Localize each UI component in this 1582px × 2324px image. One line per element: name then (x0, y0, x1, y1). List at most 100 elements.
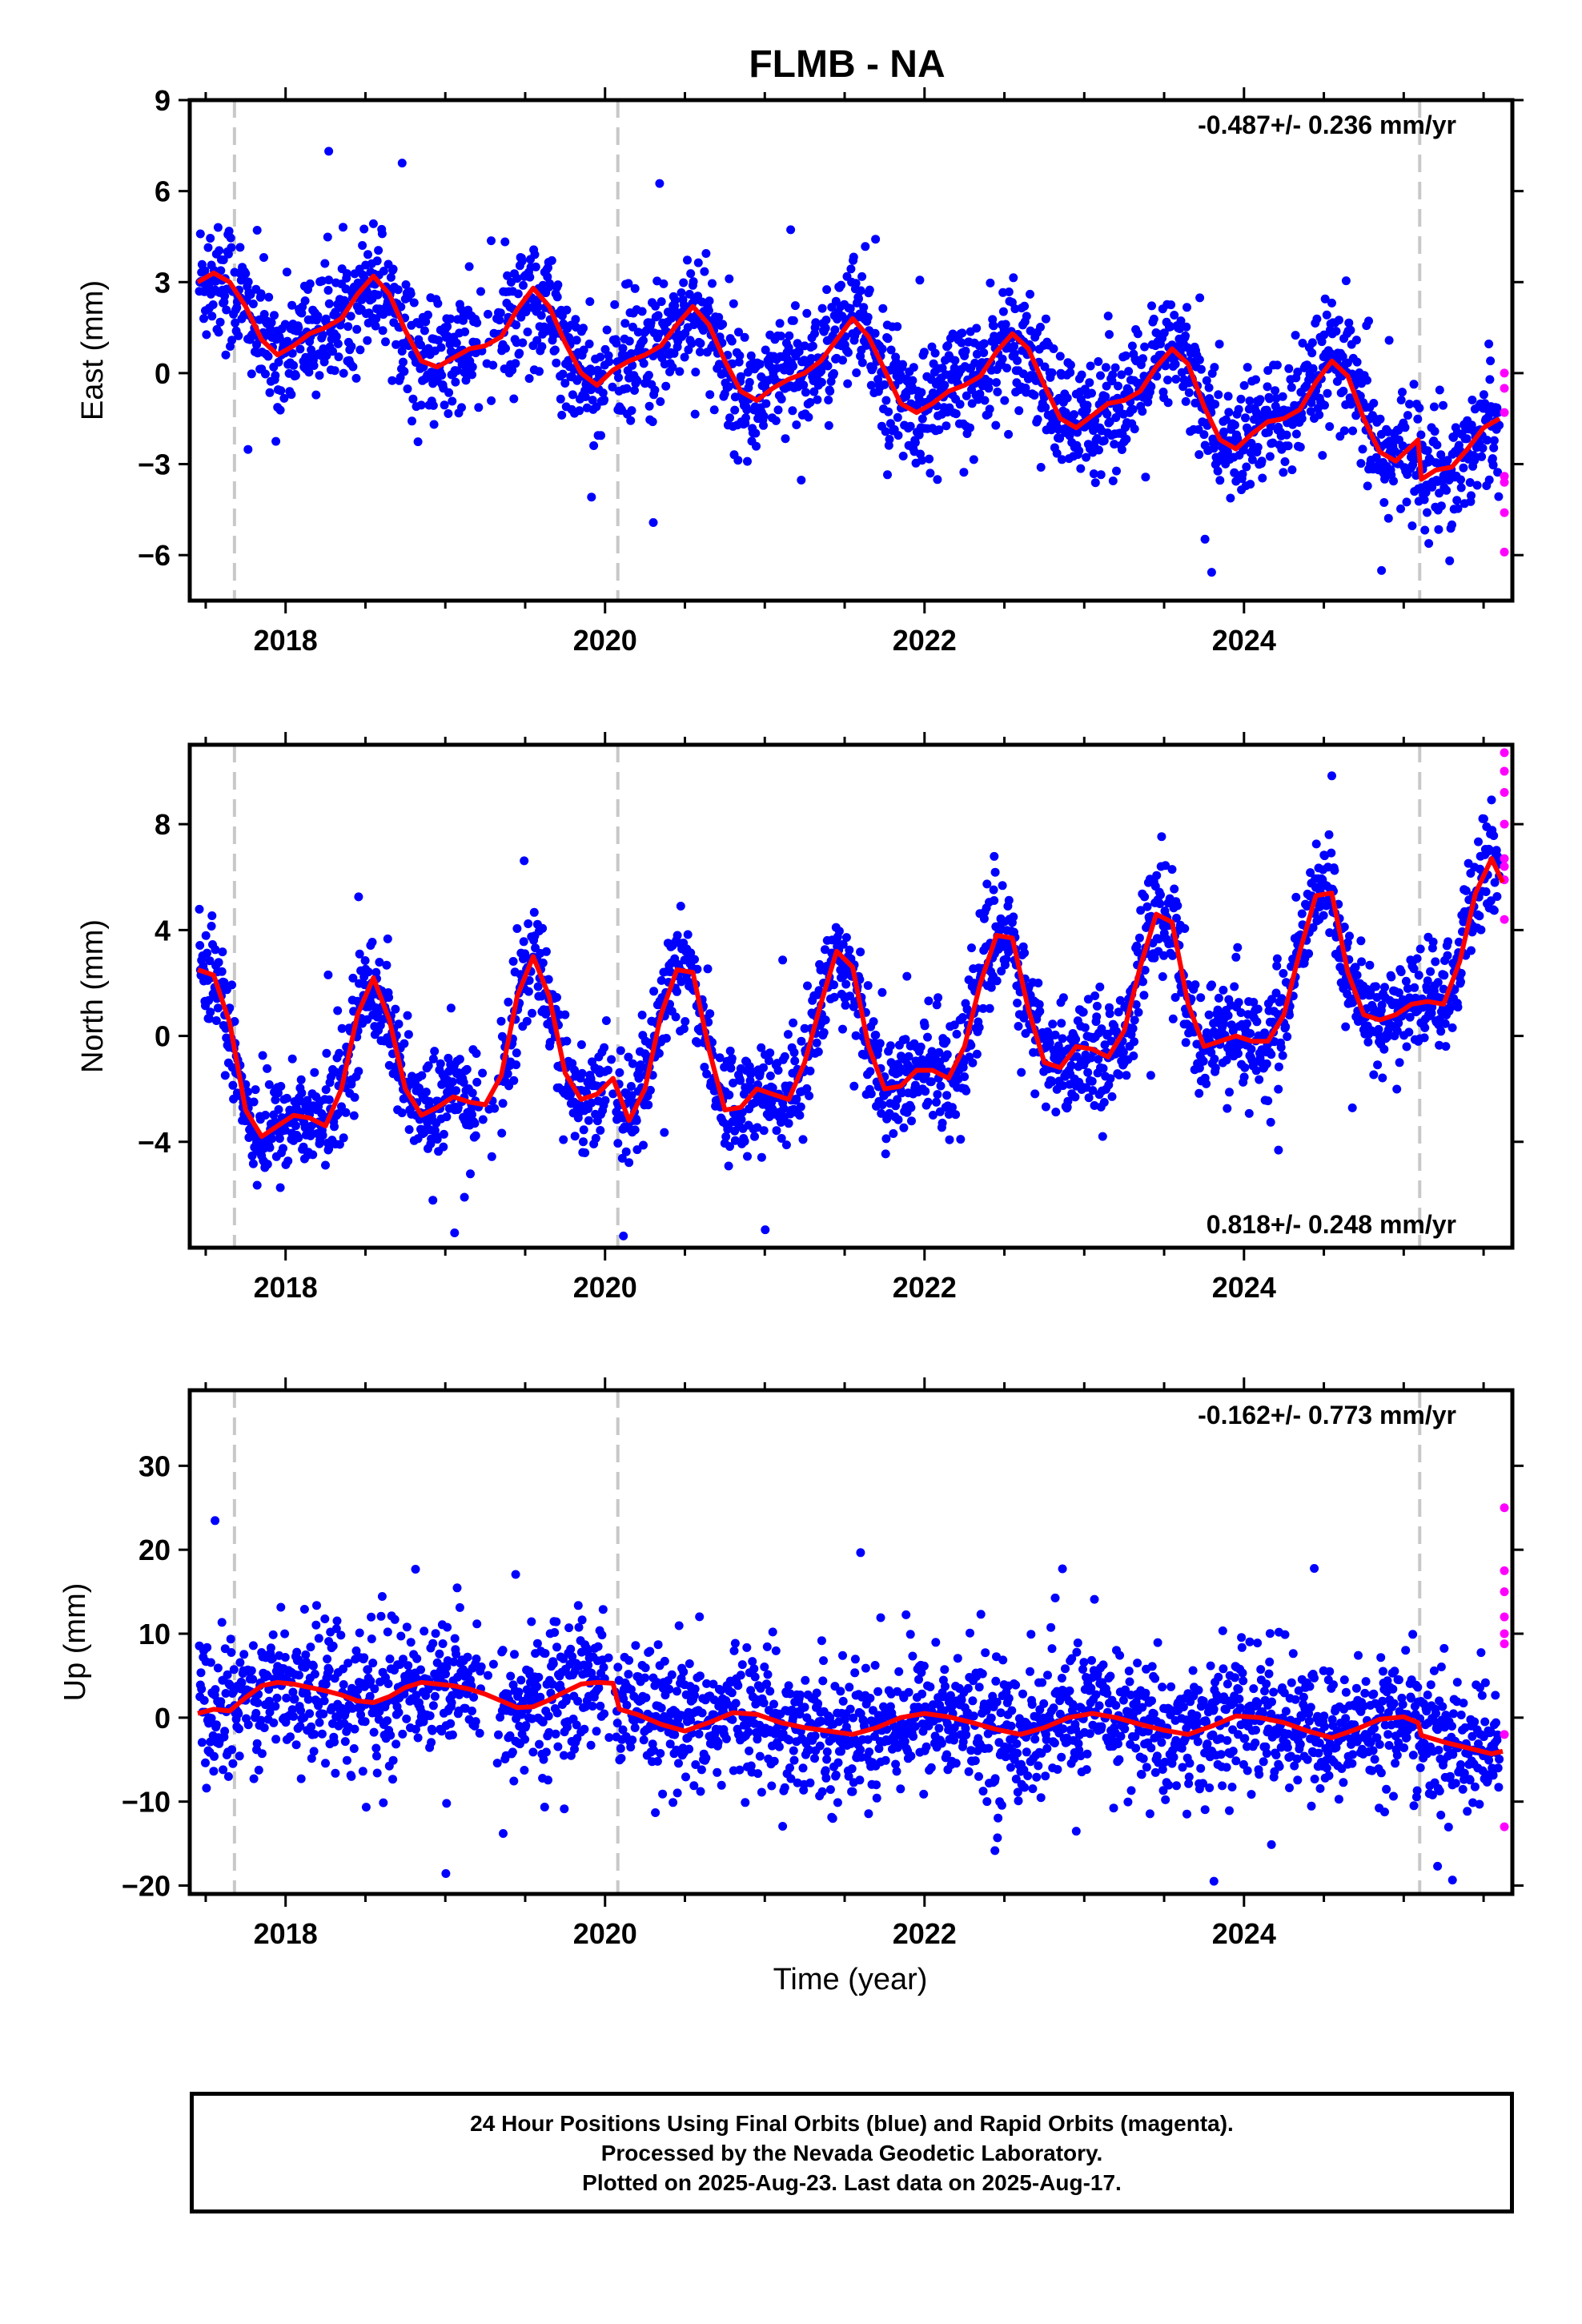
final-orbit-point (1276, 1043, 1286, 1052)
final-orbit-point (906, 1103, 916, 1112)
final-orbit-point (624, 1158, 634, 1168)
final-orbit-outlier (1200, 534, 1210, 544)
final-orbit-point (841, 933, 851, 943)
final-orbit-point (570, 1132, 580, 1141)
final-orbit-point (1436, 501, 1446, 511)
final-orbit-point (1095, 982, 1105, 991)
final-orbit-point (1048, 1019, 1058, 1029)
final-orbit-point (632, 1116, 641, 1125)
final-orbit-point (488, 360, 498, 370)
final-orbit-point (263, 352, 273, 361)
final-orbit-point (1356, 936, 1366, 946)
final-orbit-point (246, 290, 255, 300)
final-orbit-point (1004, 429, 1014, 439)
final-orbit-point (792, 420, 801, 429)
final-orbit-point (530, 250, 540, 259)
final-orbit-point (360, 956, 370, 965)
final-orbit-point (464, 262, 474, 271)
final-orbit-point (227, 980, 237, 990)
final-orbit-point (258, 1051, 267, 1060)
final-orbit-point (379, 267, 388, 275)
final-orbit-outlier (450, 1228, 460, 1237)
final-orbit-point (545, 279, 554, 288)
final-orbit-point (201, 1758, 210, 1767)
final-orbit-point (462, 1064, 472, 1074)
final-orbit-point (287, 390, 296, 400)
final-orbit-point (676, 902, 685, 911)
final-orbit-point (765, 1072, 775, 1080)
final-orbit-point (1127, 341, 1137, 351)
final-orbit-point (775, 319, 785, 328)
final-orbit-point (206, 234, 215, 243)
final-orbit-point (543, 272, 552, 282)
final-orbit-point (1170, 311, 1179, 320)
final-orbit-point (440, 400, 449, 410)
final-orbit-point (199, 1695, 209, 1705)
final-orbit-point (404, 1030, 413, 1039)
final-orbit-point (1282, 430, 1291, 440)
final-orbit-point (584, 340, 594, 348)
final-orbit-point (1030, 391, 1039, 400)
final-orbit-point (1414, 971, 1423, 980)
final-orbit-point (824, 420, 833, 430)
final-orbit-point (318, 331, 327, 340)
final-orbit-point (998, 354, 1007, 364)
final-orbit-point (966, 423, 974, 432)
final-orbit-point (1244, 1108, 1254, 1118)
final-orbit-point (1210, 1054, 1219, 1063)
final-orbit-point (1410, 983, 1419, 992)
final-orbit-point (408, 394, 418, 404)
final-orbit-point (202, 330, 211, 340)
final-orbit-point (1076, 464, 1086, 473)
final-orbit-point (1083, 1068, 1093, 1077)
final-orbit-point (601, 1016, 611, 1025)
final-orbit-point (323, 232, 332, 242)
final-orbit-point (229, 1665, 239, 1675)
final-orbit-point (1105, 1009, 1114, 1019)
final-orbit-point (718, 320, 728, 329)
final-orbit-point (213, 1663, 223, 1673)
final-orbit-point (942, 1091, 952, 1100)
final-orbit-outlier (1195, 293, 1205, 303)
final-orbit-point (1467, 491, 1476, 501)
final-orbit-point (614, 373, 623, 382)
final-orbit-point (1122, 1071, 1131, 1080)
final-orbit-point (1004, 287, 1014, 296)
final-orbit-point (1369, 399, 1379, 408)
final-orbit-point (802, 308, 812, 318)
final-orbit-point (536, 311, 546, 320)
final-orbit-point (1049, 344, 1058, 353)
final-orbit-point (986, 278, 995, 287)
final-orbit-point (1224, 408, 1234, 417)
final-orbit-outlier (761, 1225, 770, 1235)
final-orbit-point (322, 1048, 331, 1058)
final-orbit-point (613, 1139, 623, 1148)
final-orbit-point (496, 1016, 506, 1026)
final-orbit-point (1223, 1104, 1232, 1113)
final-orbit-point (533, 982, 543, 991)
final-orbit-point (743, 456, 752, 466)
final-orbit-point (1484, 475, 1494, 485)
rapid-orbit-point (1500, 384, 1509, 393)
final-orbit-point (503, 271, 512, 280)
final-orbit-point (1467, 946, 1476, 955)
final-orbit-point (429, 420, 439, 429)
final-orbit-point (248, 1159, 258, 1168)
final-orbit-point (1415, 404, 1424, 412)
final-orbit-point (1392, 1084, 1402, 1094)
final-orbit-point (1327, 848, 1336, 858)
final-orbit-point (397, 1108, 407, 1118)
final-orbit-point (626, 416, 636, 425)
final-orbit-point (513, 289, 523, 299)
final-orbit-point (248, 1641, 258, 1651)
final-orbit-point (1352, 357, 1362, 367)
final-orbit-point (528, 1008, 536, 1018)
final-orbit-point (889, 1129, 898, 1138)
final-orbit-point (558, 369, 568, 379)
final-orbit-point (985, 1003, 994, 1013)
final-orbit-point (724, 382, 733, 392)
final-orbit-point (388, 264, 398, 274)
final-orbit-point (1324, 830, 1334, 839)
final-orbit-point (1271, 386, 1280, 396)
